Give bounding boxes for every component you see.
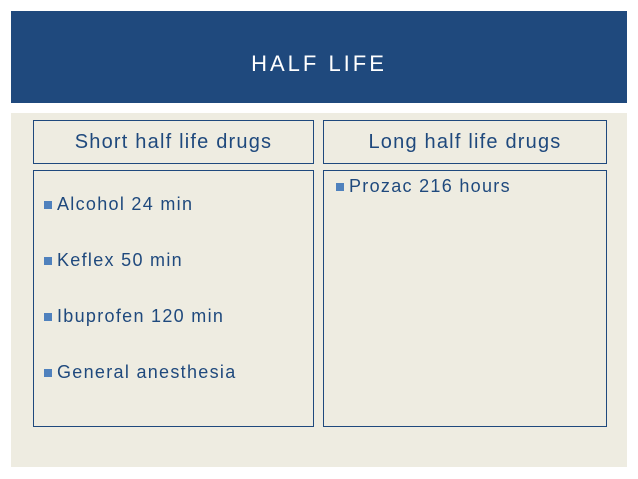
list-item: Keflex 50 min: [43, 250, 183, 271]
square-bullet-icon: [44, 312, 52, 321]
long-half-life-list: [323, 170, 607, 427]
slide-title: HALF LIFE: [251, 51, 387, 76]
square-bullet-icon: [44, 200, 52, 209]
square-bullet-icon: [44, 368, 52, 377]
list-item-text: Prozac 216 hours: [349, 176, 511, 196]
list-item: General anesthesia: [43, 362, 237, 383]
square-bullet-icon: [336, 182, 344, 191]
square-bullet-icon: [44, 256, 52, 265]
short-half-life-header: Short half life drugs: [33, 120, 314, 164]
list-item-text: Ibuprofen 120 min: [57, 306, 225, 326]
list-item-text: General anesthesia: [57, 362, 237, 382]
list-item: Prozac 216 hours: [335, 176, 511, 197]
long-half-life-header: Long half life drugs: [323, 120, 607, 164]
list-item: Ibuprofen 120 min: [43, 306, 224, 327]
list-item-text: Keflex 50 min: [57, 250, 183, 270]
content-area: [11, 113, 627, 467]
title-bar: HALF LIFE: [11, 11, 627, 103]
list-item: Alcohol 24 min: [43, 194, 193, 215]
list-item-text: Alcohol 24 min: [57, 194, 194, 214]
short-half-life-list: [33, 170, 314, 427]
